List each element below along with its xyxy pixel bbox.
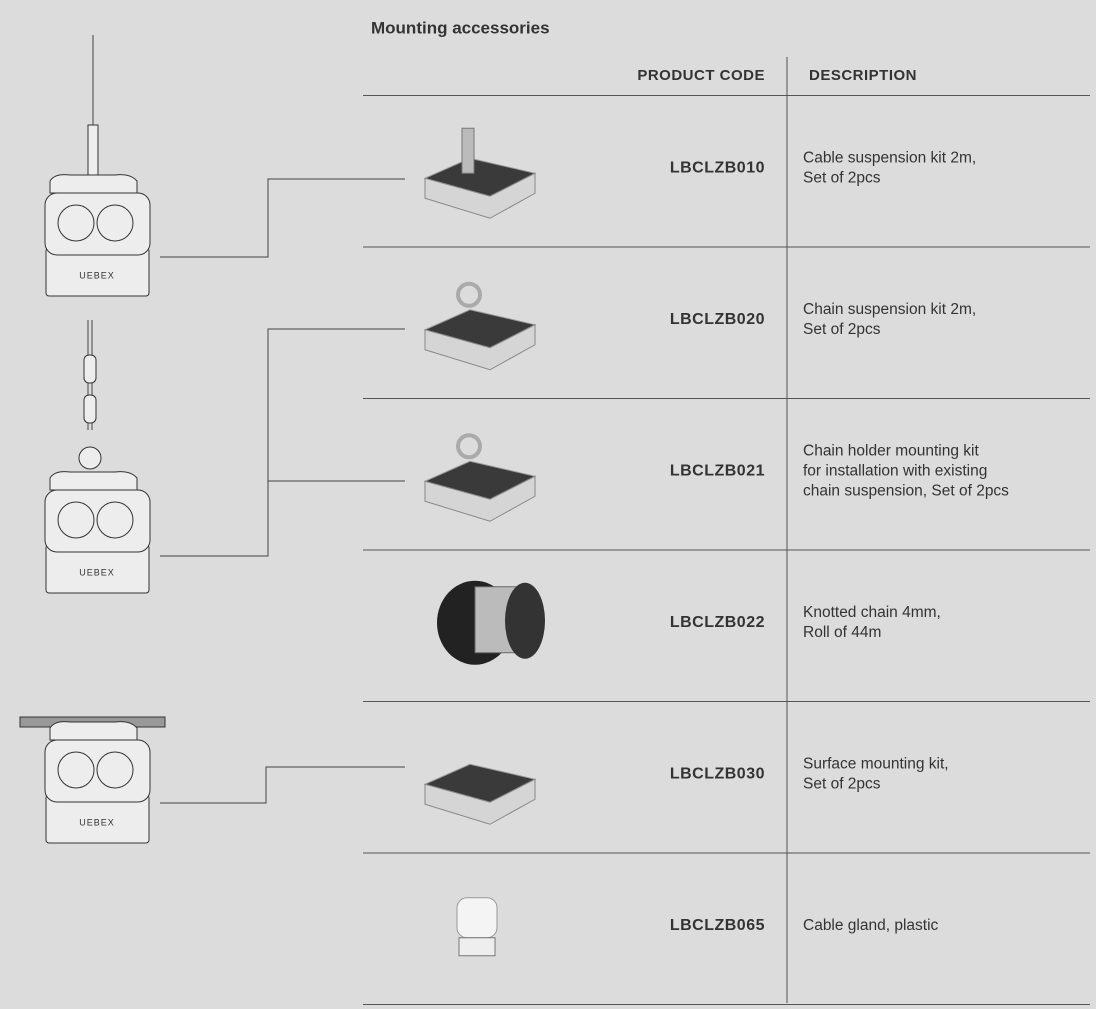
brand-label: UEBEX	[79, 567, 115, 577]
product-code: LBCLZB030	[670, 765, 765, 782]
eye-bolt	[456, 433, 482, 460]
hook	[78, 446, 102, 470]
chain-link	[83, 394, 97, 424]
luminaire: UEBEX	[44, 721, 151, 844]
luminaire: UEBEX	[44, 174, 151, 297]
bracket	[49, 174, 138, 194]
column-header: PRODUCT CODE	[637, 67, 765, 84]
product-image	[423, 433, 537, 522]
brand-label: UEBEX	[79, 817, 115, 827]
cable-holder	[87, 124, 99, 178]
description-line: Set of 2pcs	[803, 775, 881, 792]
product-code: LBCLZB022	[670, 614, 765, 631]
chain-link	[83, 354, 97, 384]
product-code: LBCLZB065	[670, 917, 765, 934]
brand-label: UEBEX	[79, 270, 115, 280]
lens	[96, 501, 134, 539]
description-line: Cable suspension kit 2m,	[803, 149, 976, 166]
description-line: Roll of 44m	[803, 624, 881, 641]
product-code: LBCLZB010	[670, 159, 765, 176]
description-line: Knotted chain 4mm,	[803, 604, 941, 621]
product-image	[456, 897, 498, 957]
description-line: Set of 2pcs	[803, 321, 881, 338]
product-image	[423, 281, 537, 371]
column-header: DESCRIPTION	[809, 67, 917, 84]
leader-line	[160, 328, 405, 557]
description-line: Chain holder mounting kit	[803, 442, 979, 459]
lens	[57, 501, 95, 539]
eye-bolt	[456, 281, 482, 308]
description-line: Set of 2pcs	[803, 169, 881, 186]
bracket-rail	[424, 172, 536, 219]
reel	[505, 582, 545, 659]
section-title: Mounting accessories	[371, 18, 550, 37]
product-code: LBCLZB021	[670, 462, 765, 479]
product-code: LBCLZB020	[670, 311, 765, 328]
bracket	[49, 721, 138, 741]
gland	[456, 897, 498, 939]
product-image	[437, 580, 545, 665]
description-line: Surface mounting kit,	[803, 755, 949, 772]
product-image	[423, 127, 537, 219]
product-image	[423, 763, 537, 825]
lens	[96, 204, 134, 242]
bracket-rail	[424, 475, 536, 522]
lens	[57, 204, 95, 242]
gland-nut	[458, 937, 496, 957]
description-line: Cable gland, plastic	[803, 917, 939, 934]
description-line: chain suspension, Set of 2pcs	[803, 482, 1009, 499]
bracket-rail	[424, 778, 536, 825]
leader-line	[160, 178, 405, 258]
lens	[96, 751, 134, 789]
description-line: for installation with existing	[803, 462, 987, 479]
bracket-rail	[424, 323, 536, 371]
holder	[461, 127, 475, 174]
lens	[57, 751, 95, 789]
luminaire: UEBEX	[44, 471, 151, 594]
leader-line	[160, 766, 405, 804]
bracket	[49, 471, 138, 491]
description-line: Chain suspension kit 2m,	[803, 301, 976, 318]
